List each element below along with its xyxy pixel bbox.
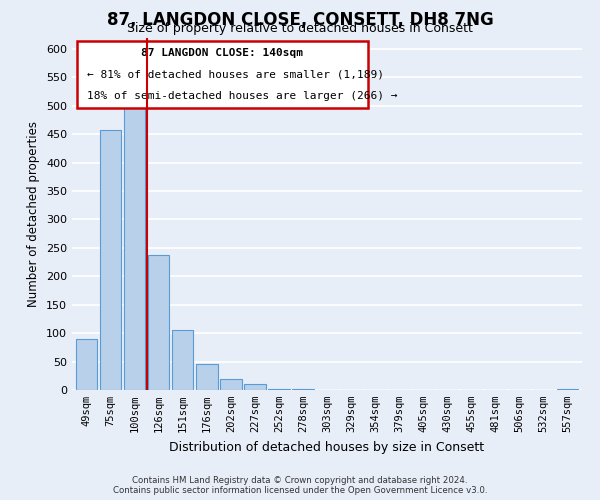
Text: 18% of semi-detached houses are larger (266) →: 18% of semi-detached houses are larger (… — [88, 91, 398, 101]
Bar — [244, 384, 266, 390]
Text: ← 81% of detached houses are smaller (1,189): ← 81% of detached houses are smaller (1,… — [88, 70, 385, 80]
X-axis label: Distribution of detached houses by size in Consett: Distribution of detached houses by size … — [169, 440, 485, 454]
Bar — [76, 339, 97, 390]
Bar — [172, 330, 193, 390]
Y-axis label: Number of detached properties: Number of detached properties — [28, 120, 40, 306]
Bar — [196, 364, 218, 390]
Bar — [100, 130, 121, 390]
Bar — [220, 378, 242, 390]
Text: 87 LANGDON CLOSE: 140sqm: 87 LANGDON CLOSE: 140sqm — [142, 48, 304, 58]
Text: 87, LANGDON CLOSE, CONSETT, DH8 7NG: 87, LANGDON CLOSE, CONSETT, DH8 7NG — [107, 11, 493, 29]
Text: Size of property relative to detached houses in Consett: Size of property relative to detached ho… — [127, 22, 473, 35]
Bar — [124, 106, 145, 390]
Text: Contains HM Land Registry data © Crown copyright and database right 2024.
Contai: Contains HM Land Registry data © Crown c… — [113, 476, 487, 495]
Bar — [148, 256, 169, 390]
FancyBboxPatch shape — [77, 41, 368, 108]
